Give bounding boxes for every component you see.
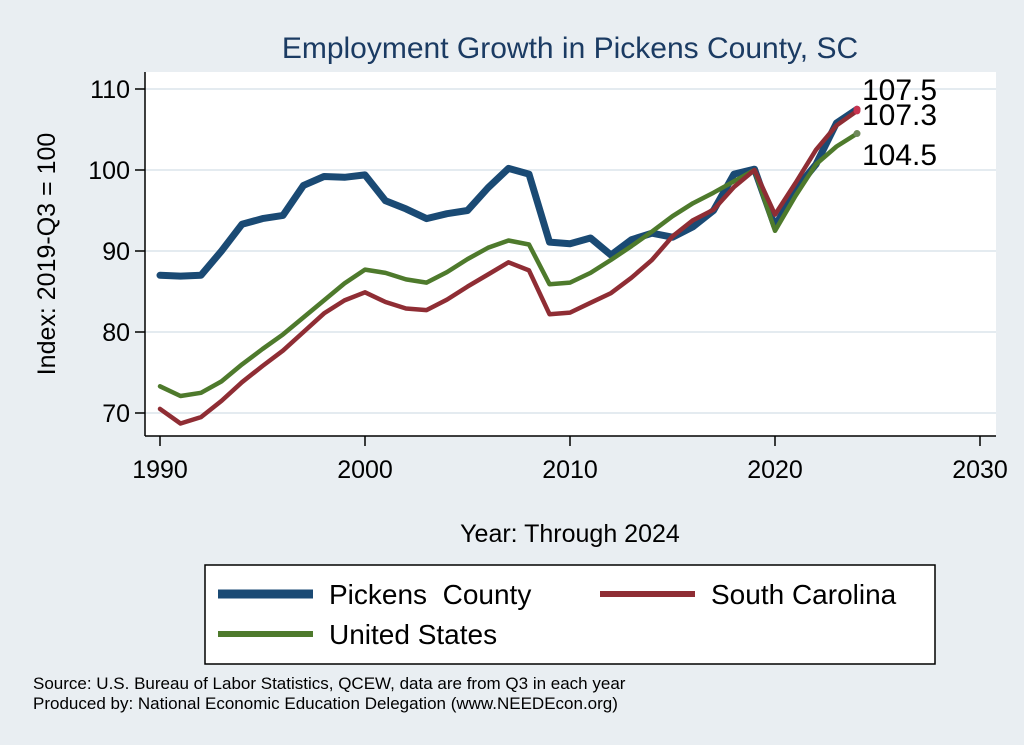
y-axis-title: Index: 2019-Q3 = 100 <box>33 133 61 376</box>
legend-label-south-carolina: South Carolina <box>711 579 897 610</box>
y-tick-label-90: 90 <box>102 238 130 266</box>
series-line-south-carolina <box>157 108 860 426</box>
y-axis-ticks: 70 80 90 100 110 <box>88 76 145 428</box>
x-tick-label-1990: 1990 <box>132 456 188 484</box>
y-tick-label-110: 110 <box>90 76 130 104</box>
legend-label-pickens: Pickens County <box>329 579 531 610</box>
end-label-1: 107.3 <box>862 99 937 132</box>
series-line-united-states <box>157 131 860 399</box>
series-end-point-united-states <box>853 130 861 138</box>
y-tick-label-70: 70 <box>102 400 130 428</box>
y-tick-label-100: 100 <box>88 157 130 185</box>
x-tick-label-2010: 2010 <box>542 456 598 484</box>
series-end-point-south-carolina <box>853 107 861 115</box>
x-axis-ticks: 1990 2000 2010 2020 2030 <box>132 436 1008 484</box>
source-note: Source: U.S. Bureau of Labor Statistics,… <box>33 674 626 693</box>
gridlines <box>145 88 996 414</box>
x-tick-label-2030: 2030 <box>952 456 1008 484</box>
legend: Pickens County South Carolina United Sta… <box>204 564 936 665</box>
legend-label-united-states: United States <box>329 619 497 650</box>
x-tick-label-2020: 2020 <box>747 456 803 484</box>
x-axis-title: Year: Through 2024 <box>460 520 680 548</box>
legend-box <box>204 564 936 665</box>
chart-title: Employment Growth in Pickens County, SC <box>282 32 858 65</box>
producer-note: Produced by: National Economic Education… <box>33 694 618 713</box>
series-line-pickens-county <box>156 105 861 280</box>
end-label-2: 104.5 <box>862 139 937 172</box>
series-lines <box>156 105 861 426</box>
x-tick-label-2000: 2000 <box>337 456 393 484</box>
end-label-0: 107.5 <box>862 74 937 107</box>
y-tick-label-80: 80 <box>102 319 130 347</box>
